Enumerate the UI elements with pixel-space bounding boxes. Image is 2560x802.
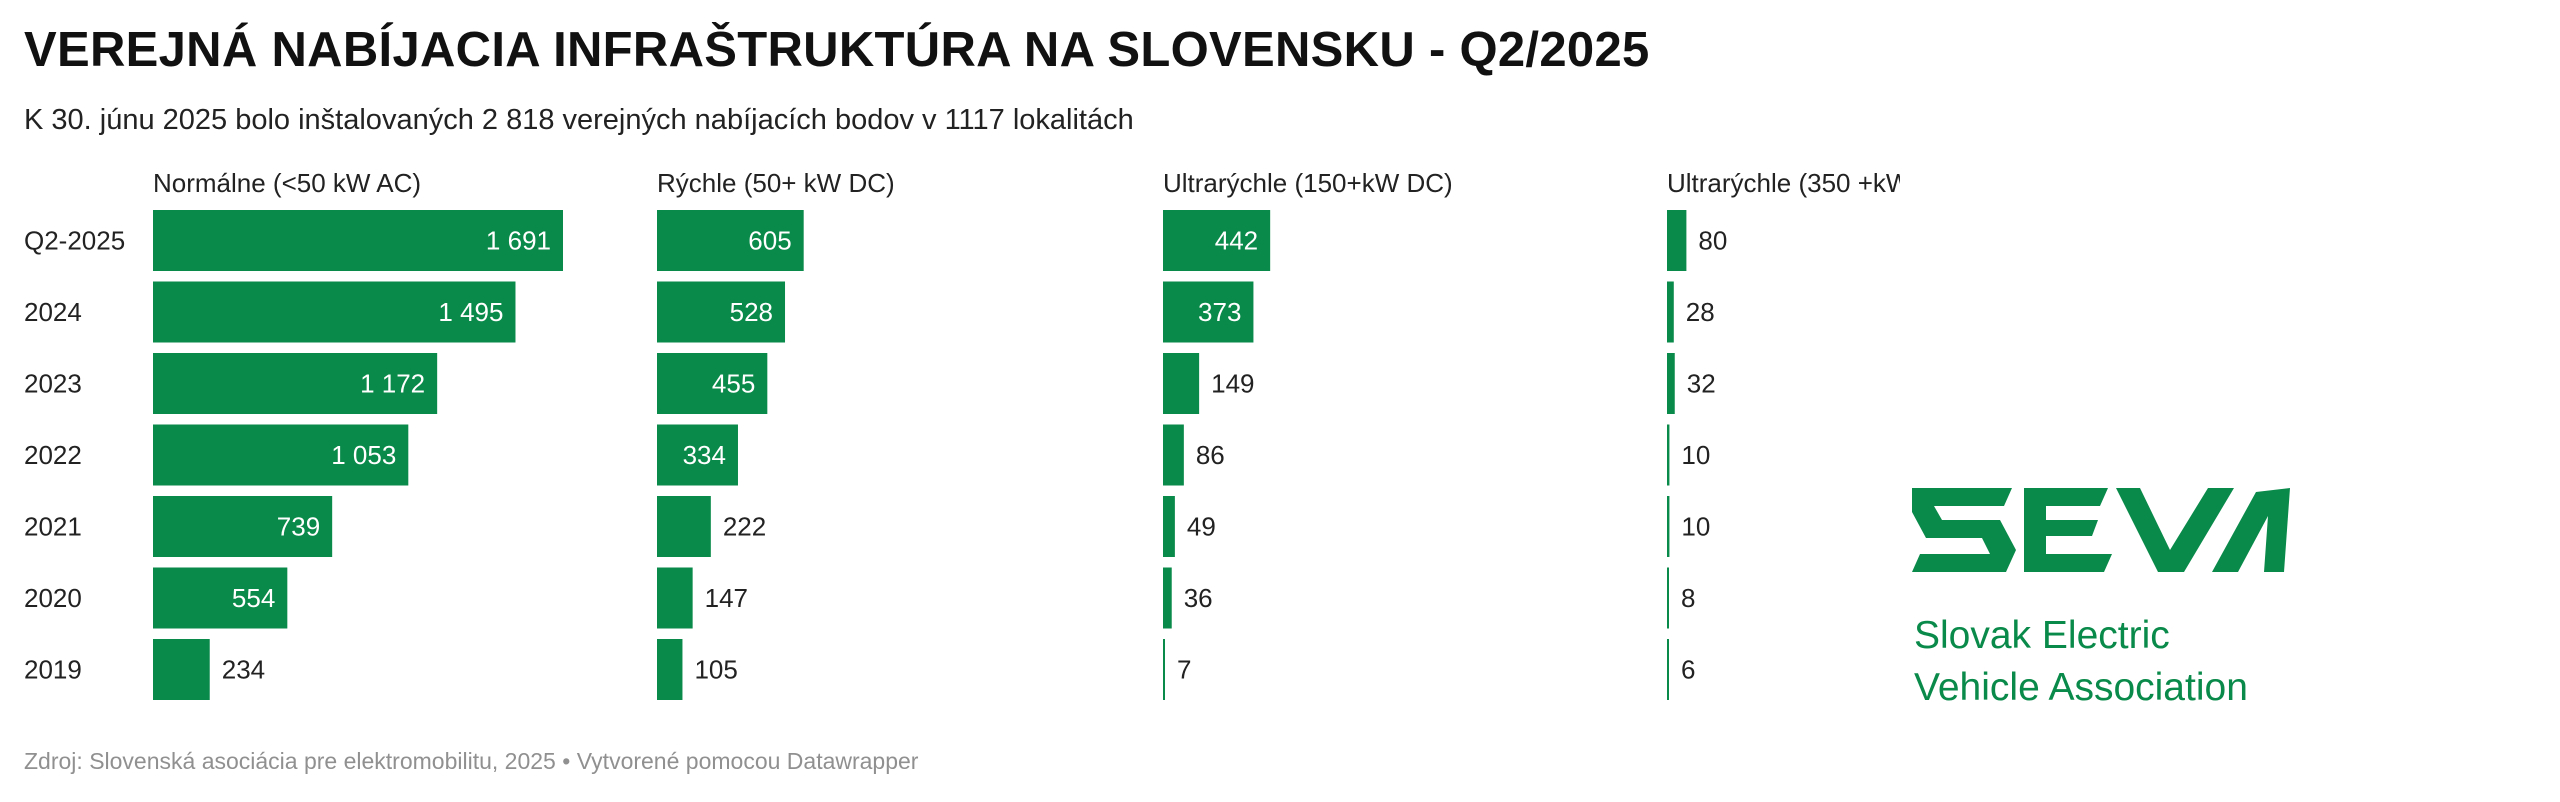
bar bbox=[1163, 496, 1175, 557]
bar bbox=[1667, 281, 1674, 343]
bar bbox=[153, 353, 438, 414]
data-label: 86 bbox=[1196, 440, 1225, 470]
data-label: 234 bbox=[222, 655, 265, 685]
panel-header: Rýchle (50+ kW DC) bbox=[657, 168, 895, 198]
data-label: 605 bbox=[748, 226, 791, 256]
data-label: 554 bbox=[232, 583, 275, 613]
small-multiples-bar-chart: Q2-2025 2024 2023 2022 2021 2020 2019 Normálne … bbox=[24, 168, 1900, 700]
bar bbox=[657, 210, 804, 271]
data-label: 49 bbox=[1187, 512, 1216, 542]
data-label: 10 bbox=[1681, 512, 1710, 542]
data-label: 80 bbox=[1698, 226, 1727, 256]
bar bbox=[657, 496, 711, 557]
source-prefix: Zdroj: bbox=[24, 748, 90, 774]
bar bbox=[153, 281, 516, 343]
bar bbox=[1667, 496, 1670, 557]
bar bbox=[153, 639, 210, 700]
bar bbox=[1667, 210, 1687, 271]
bar bbox=[657, 424, 738, 486]
source-note: Zdroj: Slovenská asociácia pre elektromo… bbox=[24, 748, 918, 775]
data-label: 28 bbox=[1686, 297, 1715, 327]
bar bbox=[153, 210, 563, 271]
bar bbox=[1163, 639, 1165, 700]
bar bbox=[1163, 567, 1172, 629]
data-label: 7 bbox=[1177, 655, 1191, 685]
data-label: 6 bbox=[1681, 655, 1695, 685]
category-label: 2020 bbox=[24, 583, 82, 613]
bar bbox=[657, 639, 683, 700]
chart-subtitle: K 30. júnu 2025 bolo inštalovaných 2 818… bbox=[24, 104, 1134, 136]
data-label: 455 bbox=[712, 369, 755, 399]
bar bbox=[1163, 281, 1254, 343]
source-text: Slovenská asociácia pre elektromobilitu,… bbox=[89, 748, 556, 774]
bar bbox=[1163, 353, 1200, 414]
bar bbox=[153, 496, 333, 557]
data-label: 222 bbox=[723, 512, 766, 542]
bar bbox=[153, 567, 288, 629]
category-label: 2019 bbox=[24, 655, 82, 685]
source-tool: Vytvorené pomocou Datawrapper bbox=[576, 748, 919, 774]
bar bbox=[657, 281, 786, 343]
category-label: 2024 bbox=[24, 297, 82, 327]
panel-4: Ultrarýchle (350 +kW DC) 80 28 32 10 10 8 6 bbox=[1667, 168, 1900, 700]
data-label: 1 053 bbox=[331, 440, 396, 470]
bar bbox=[657, 353, 768, 414]
bar bbox=[1667, 424, 1670, 486]
panel-header: Normálne (<50 kW AC) bbox=[153, 168, 421, 198]
data-label: 1 691 bbox=[486, 226, 551, 256]
data-label: 10 bbox=[1681, 440, 1710, 470]
panel-3: Ultrarýchle (150+kW DC) 442 373 149 86 49 36 7 bbox=[1163, 168, 1453, 700]
source-separator: • bbox=[555, 748, 577, 774]
data-label: 105 bbox=[694, 655, 737, 685]
bar bbox=[1667, 353, 1675, 414]
seva-wordmark-graphic bbox=[1912, 488, 2290, 572]
panel-2: Rýchle (50+ kW DC) 605 528 455 334 222 147 105 bbox=[657, 168, 895, 700]
data-label: 334 bbox=[683, 440, 726, 470]
bar bbox=[153, 424, 409, 486]
data-label: 149 bbox=[1211, 369, 1254, 399]
panel-header: Ultrarýchle (350 +kW DC) bbox=[1667, 168, 1900, 198]
data-label: 1 172 bbox=[360, 369, 425, 399]
data-label: 739 bbox=[277, 512, 320, 542]
category-label: Q2-2025 bbox=[24, 226, 125, 256]
seva-logo: Slovak Electric Vehicle Association bbox=[1912, 488, 2290, 709]
panel-1: Normálne (<50 kW AC) 1 691 1 495 1 172 1 053… bbox=[153, 168, 563, 700]
data-label: 442 bbox=[1215, 226, 1258, 256]
category-label: 2021 bbox=[24, 512, 82, 542]
data-label: 32 bbox=[1687, 369, 1716, 399]
logo-text-line1: Slovak Electric bbox=[1914, 614, 2170, 657]
bar bbox=[1163, 210, 1271, 271]
data-label: 1 495 bbox=[438, 297, 503, 327]
logo-text-line2: Vehicle Association bbox=[1914, 666, 2248, 709]
bar bbox=[1667, 639, 1669, 700]
data-label: 373 bbox=[1198, 297, 1241, 327]
category-label: 2022 bbox=[24, 440, 82, 470]
data-label: 36 bbox=[1184, 583, 1213, 613]
bar bbox=[657, 567, 693, 629]
data-label: 147 bbox=[705, 583, 748, 613]
category-label: 2023 bbox=[24, 369, 82, 399]
bar bbox=[1667, 567, 1669, 629]
bar bbox=[1163, 424, 1184, 486]
data-label: 528 bbox=[730, 297, 773, 327]
data-label: 8 bbox=[1681, 583, 1695, 613]
chart-title: VEREJNÁ NABÍJACIA INFRAŠTRUKTÚRA NA SLOV… bbox=[24, 23, 1650, 77]
panel-header: Ultrarýchle (150+kW DC) bbox=[1163, 168, 1453, 198]
